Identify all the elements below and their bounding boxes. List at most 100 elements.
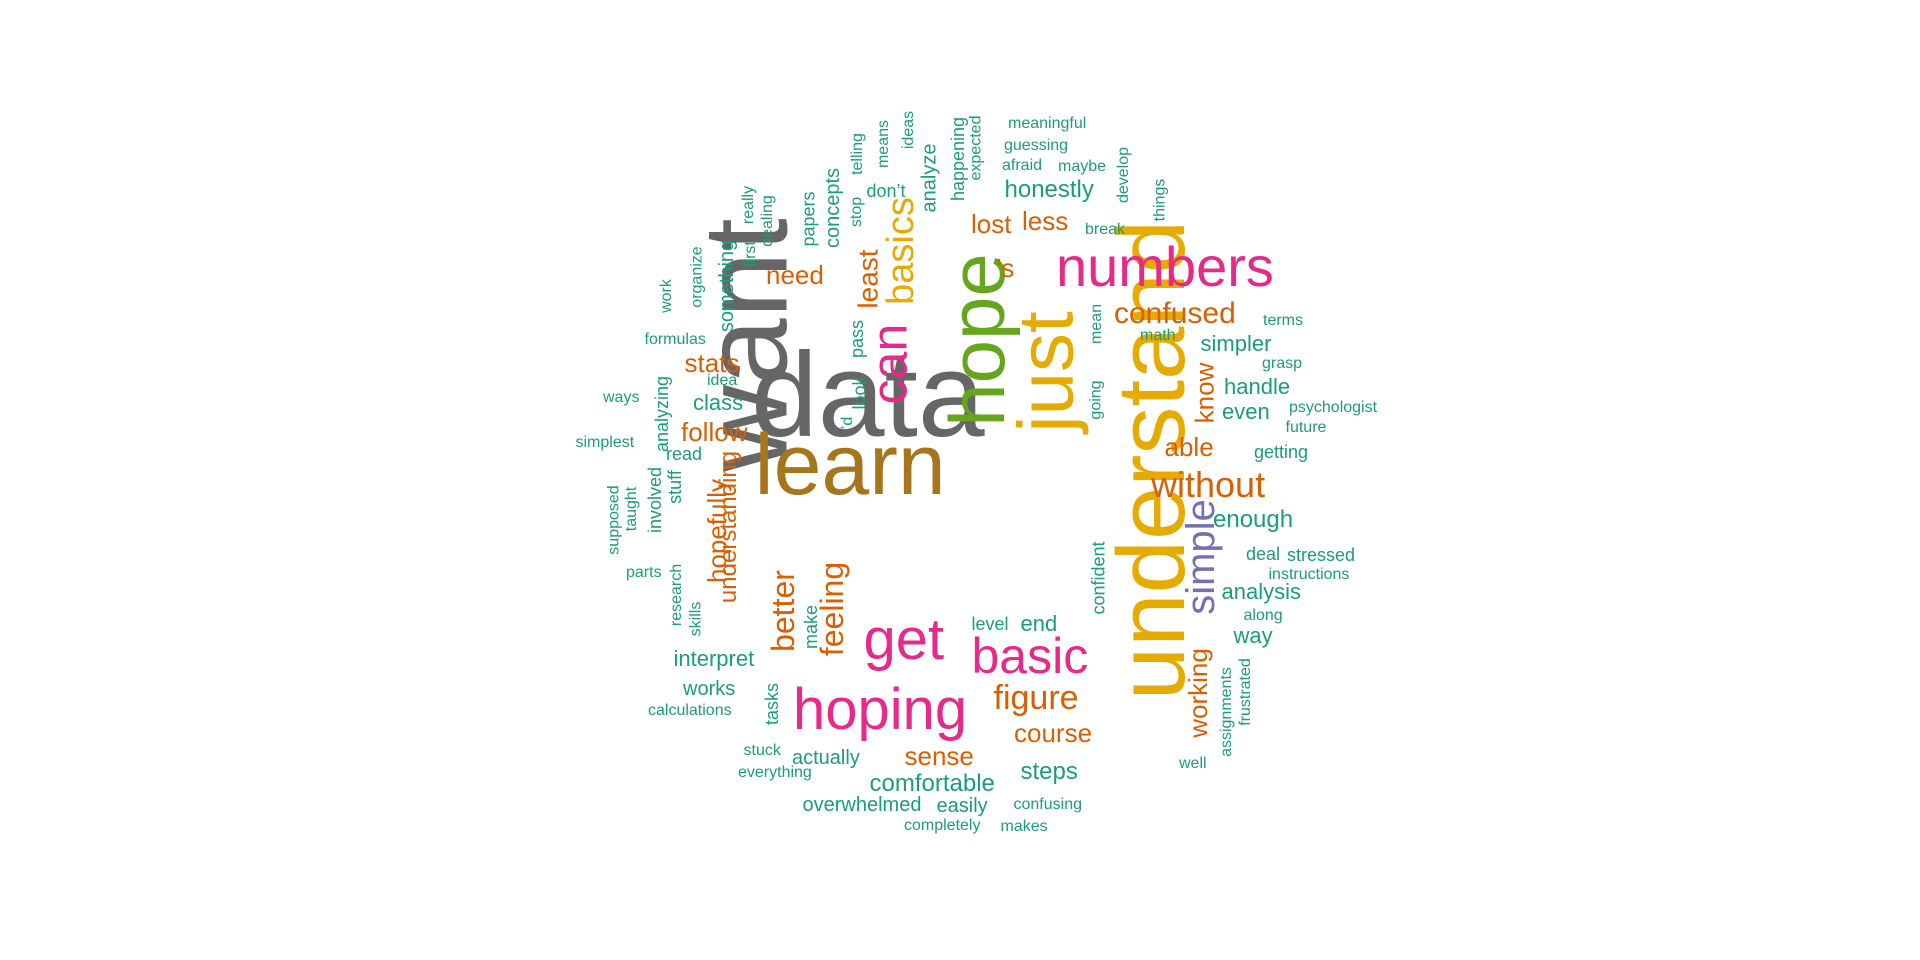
word-8: get bbox=[863, 607, 945, 672]
word-63: involved bbox=[645, 466, 666, 534]
word-90: parts bbox=[626, 564, 662, 581]
word-52: don’t bbox=[866, 181, 906, 201]
word-104: future bbox=[1285, 419, 1327, 436]
word-35: enough bbox=[1213, 506, 1294, 533]
word-99: well bbox=[1179, 755, 1207, 772]
word-20: understanding bbox=[715, 450, 743, 604]
word-51: happening bbox=[948, 116, 969, 202]
word-84: formulas bbox=[644, 331, 706, 348]
word-102: along bbox=[1243, 607, 1283, 624]
word-59: stressed bbox=[1287, 545, 1356, 565]
word-22: stats bbox=[684, 348, 740, 378]
word-18: least bbox=[852, 249, 884, 309]
word-98: confusing bbox=[1013, 796, 1083, 813]
word-100: assignments bbox=[1217, 667, 1235, 757]
word-95: everything bbox=[738, 764, 812, 781]
word-9: basic bbox=[971, 628, 1089, 684]
word-106: grasp bbox=[1262, 355, 1303, 372]
word-15: confused bbox=[1114, 297, 1236, 330]
word-111: ’d bbox=[839, 416, 857, 430]
word-77: telling bbox=[848, 133, 866, 175]
word-39: even bbox=[1222, 399, 1270, 424]
word-11: basics bbox=[879, 197, 922, 305]
word-83: work bbox=[657, 279, 675, 313]
word-109: mean bbox=[1088, 303, 1106, 345]
word-41: class bbox=[693, 390, 744, 415]
word-13: without bbox=[1151, 464, 1266, 505]
word-60: getting bbox=[1254, 442, 1309, 462]
word-103: instructions bbox=[1268, 566, 1350, 583]
word-29: know bbox=[1188, 362, 1219, 424]
word-21: need bbox=[766, 260, 824, 290]
word-110: going bbox=[1087, 380, 1105, 420]
word-36: analysis bbox=[1221, 579, 1301, 604]
word-79: really bbox=[740, 185, 758, 225]
word-44: actually bbox=[792, 747, 860, 769]
word-71: break bbox=[1085, 221, 1126, 238]
word-65: level bbox=[971, 614, 1009, 634]
word-10: can bbox=[860, 323, 917, 405]
word-85: idea bbox=[707, 372, 738, 389]
word-14: figure bbox=[993, 679, 1079, 717]
word-94: stuck bbox=[743, 742, 781, 759]
word-27: sense bbox=[904, 741, 974, 771]
word-26: course bbox=[1014, 718, 1093, 748]
word-81: first bbox=[741, 241, 759, 267]
word-78: stop bbox=[848, 196, 866, 228]
word-38: handle bbox=[1224, 374, 1291, 399]
word-34: steps bbox=[1020, 758, 1078, 785]
word-49: concepts bbox=[822, 167, 845, 249]
word-55: tasks bbox=[762, 682, 783, 726]
word-37: interpret bbox=[673, 646, 755, 671]
word-7: hoping bbox=[793, 677, 968, 742]
word-28: able bbox=[1164, 432, 1214, 462]
word-70: maybe bbox=[1058, 158, 1107, 175]
word-45: overwhelmed bbox=[802, 794, 922, 816]
word-53: papers bbox=[798, 191, 819, 247]
word-33: comfortable bbox=[869, 770, 995, 797]
word-57: pass bbox=[847, 319, 868, 359]
word-25: less bbox=[1022, 206, 1069, 236]
word-62: stuff bbox=[664, 470, 685, 504]
word-101: frustrated bbox=[1236, 658, 1254, 726]
word-73: develop bbox=[1115, 146, 1133, 204]
word-42: way bbox=[1233, 623, 1273, 648]
word-96: completely bbox=[904, 817, 981, 834]
word-61: read bbox=[666, 444, 703, 464]
word-88: supposed bbox=[605, 485, 623, 555]
word-23: follow bbox=[681, 417, 748, 447]
word-30: working bbox=[1182, 648, 1213, 738]
word-32: honestly bbox=[1004, 176, 1094, 203]
word-107: terms bbox=[1263, 312, 1303, 329]
word-76: means bbox=[875, 119, 893, 169]
word-105: psychologist bbox=[1289, 399, 1378, 416]
word-0: data bbox=[751, 328, 985, 462]
word-89: taught bbox=[623, 486, 641, 532]
word-50: something bbox=[716, 239, 739, 333]
word-16: better bbox=[764, 570, 801, 652]
word-58: deal bbox=[1246, 544, 1281, 564]
word-69: afraid bbox=[1002, 157, 1043, 174]
word-6: numbers bbox=[1056, 235, 1274, 298]
word-64: analyzing bbox=[652, 375, 673, 453]
word-5: just bbox=[1001, 311, 1090, 433]
word-108: math bbox=[1140, 327, 1176, 344]
word-47: works bbox=[683, 678, 736, 700]
word-56: look bbox=[849, 376, 870, 410]
word-72: things bbox=[1150, 178, 1168, 222]
word-68: guessing bbox=[1004, 137, 1069, 154]
word-43: end bbox=[1020, 611, 1058, 636]
word-91: research bbox=[668, 563, 686, 627]
word-93: calculations bbox=[648, 702, 732, 719]
word-46: easily bbox=[936, 795, 988, 817]
word-31: ’s bbox=[996, 253, 1015, 283]
word-74: expected bbox=[966, 115, 984, 181]
word-92: skills bbox=[686, 601, 704, 637]
word-87: simplest bbox=[575, 434, 635, 451]
word-66: confident bbox=[1088, 541, 1109, 615]
word-97: makes bbox=[1000, 818, 1048, 835]
word-54: make bbox=[801, 604, 822, 650]
word-24: lost bbox=[971, 209, 1012, 239]
word-82: organize bbox=[688, 246, 706, 308]
